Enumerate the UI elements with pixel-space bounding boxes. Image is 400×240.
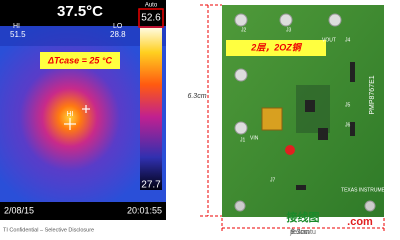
pcb-label: J2	[241, 27, 247, 33]
lo-label: LO	[113, 23, 123, 30]
pcb-label: J7	[270, 177, 276, 183]
scale-max: 52.6	[141, 13, 161, 24]
terminal	[234, 68, 248, 82]
pcb-label: J1	[240, 137, 246, 143]
note-box	[226, 40, 326, 56]
hi-label: HI	[13, 23, 20, 30]
brand: TEXAS INSTRUMENTS	[341, 187, 396, 193]
mount-hole	[364, 200, 376, 212]
mount-hole	[234, 200, 246, 212]
header	[350, 62, 355, 82]
thermal-image: 37.5°C HI 51.5 LO 28.8 Auto 52.6 27.7 ΔT…	[0, 0, 166, 220]
note: 2层，2OZ铜	[250, 42, 303, 52]
hi-value: 51.5	[10, 30, 26, 39]
pcb-label: J4	[345, 37, 351, 43]
time: 20:01:55	[127, 205, 162, 215]
annotation: ΔTcase = 25 °C	[47, 55, 113, 65]
led	[285, 145, 295, 155]
pcb-labels: J1 VIN J3 J2 VOUT J4 J5 J6 J7	[240, 27, 351, 183]
annotation-box	[40, 52, 120, 69]
mode-label: Auto	[145, 3, 158, 9]
footer: TI Confidential – Selective Disclosure	[3, 227, 94, 233]
scale-max-box	[138, 8, 164, 28]
width-label: 8.3cm	[290, 229, 309, 236]
capacitor	[261, 107, 283, 131]
color-scale	[140, 28, 162, 190]
dimensions	[200, 4, 385, 232]
pcb-label: VIN	[250, 135, 259, 141]
header	[296, 185, 306, 190]
ic	[305, 100, 315, 112]
height-label: 6.3cm	[187, 93, 206, 100]
inductor	[318, 128, 328, 140]
spot-temperature: 37.5°C	[57, 3, 103, 20]
hotspot-crosshair	[64, 105, 90, 130]
pcb-label: J5	[345, 102, 351, 108]
terminal	[279, 13, 293, 27]
pcb-board: 2层，2OZ铜 J1 VIN J3 J2 VOUT J4 J5 J6 J7 TEXAS INST…	[222, 5, 396, 217]
pcb-label: VOUT	[322, 37, 336, 43]
watermark-title: 接线图	[287, 210, 320, 224]
scale-min: 27.7	[141, 180, 161, 191]
pcb-label: J3	[286, 27, 292, 33]
board-id: PMP8767E1	[369, 75, 376, 114]
date: 2/08/15	[4, 205, 34, 215]
header	[350, 122, 355, 136]
terminal	[234, 121, 248, 135]
watermark-domain: .com	[347, 216, 373, 228]
terminal	[328, 13, 342, 27]
hotspot-label: HI	[67, 111, 74, 118]
terminal	[234, 13, 248, 27]
lo-value: 28.8	[110, 30, 126, 39]
pcb-label: J6	[345, 122, 351, 128]
watermark-url: jiexiantu	[289, 229, 316, 236]
thermal-top-band	[0, 26, 166, 46]
